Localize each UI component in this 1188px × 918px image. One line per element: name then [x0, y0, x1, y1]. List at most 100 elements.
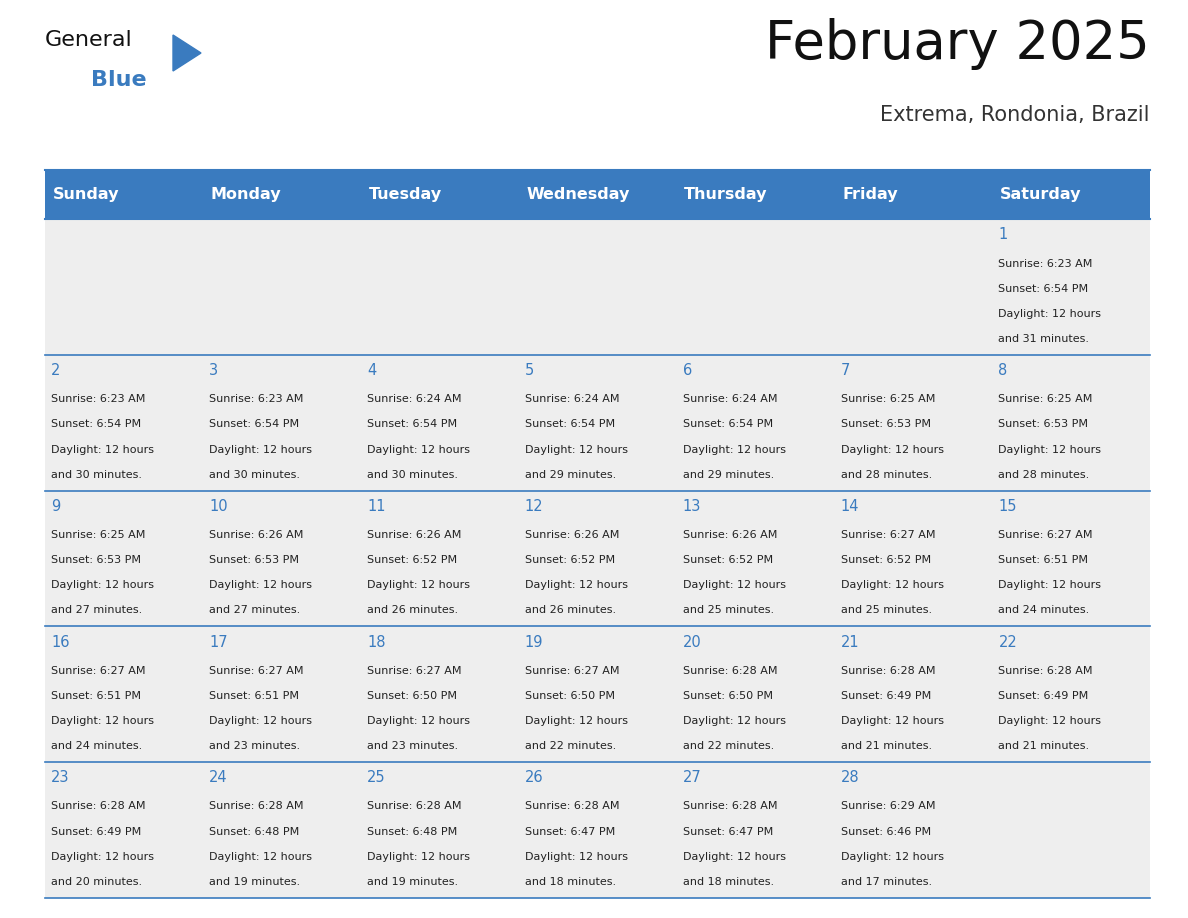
Text: 14: 14 — [841, 498, 859, 514]
Text: Sunrise: 6:28 AM: Sunrise: 6:28 AM — [683, 801, 777, 812]
Text: 2: 2 — [51, 364, 61, 378]
Text: and 26 minutes.: and 26 minutes. — [367, 605, 459, 615]
Bar — [992, 219, 1150, 355]
Text: and 19 minutes.: and 19 minutes. — [367, 877, 459, 887]
Bar — [519, 170, 676, 219]
Text: General: General — [45, 30, 133, 50]
Text: Sunset: 6:54 PM: Sunset: 6:54 PM — [525, 420, 615, 430]
Text: Sunrise: 6:27 AM: Sunrise: 6:27 AM — [841, 530, 935, 540]
Bar — [519, 626, 676, 762]
Bar — [203, 491, 361, 626]
Text: 23: 23 — [51, 770, 70, 785]
Text: Sunset: 6:54 PM: Sunset: 6:54 PM — [367, 420, 457, 430]
Text: Sunset: 6:54 PM: Sunset: 6:54 PM — [209, 420, 299, 430]
Text: and 17 minutes.: and 17 minutes. — [841, 877, 931, 887]
Text: Sunrise: 6:24 AM: Sunrise: 6:24 AM — [683, 395, 777, 404]
Text: and 21 minutes.: and 21 minutes. — [841, 741, 931, 751]
Text: Sunset: 6:53 PM: Sunset: 6:53 PM — [998, 420, 1088, 430]
Text: Sunset: 6:50 PM: Sunset: 6:50 PM — [525, 691, 615, 700]
Text: Sunset: 6:49 PM: Sunset: 6:49 PM — [998, 691, 1088, 700]
Text: Sunrise: 6:26 AM: Sunrise: 6:26 AM — [683, 530, 777, 540]
Bar — [834, 219, 992, 355]
Bar — [45, 491, 203, 626]
Text: Sunset: 6:52 PM: Sunset: 6:52 PM — [683, 555, 773, 565]
Text: and 18 minutes.: and 18 minutes. — [683, 877, 773, 887]
Text: 12: 12 — [525, 498, 544, 514]
Text: 21: 21 — [841, 634, 859, 650]
Bar — [361, 355, 519, 491]
Bar — [834, 762, 992, 898]
Bar — [203, 762, 361, 898]
Text: Daylight: 12 hours: Daylight: 12 hours — [998, 308, 1101, 319]
Text: Daylight: 12 hours: Daylight: 12 hours — [525, 852, 628, 862]
Bar — [834, 355, 992, 491]
Text: and 20 minutes.: and 20 minutes. — [51, 877, 143, 887]
Text: Sunset: 6:49 PM: Sunset: 6:49 PM — [51, 826, 141, 836]
Bar — [676, 626, 834, 762]
Text: Daylight: 12 hours: Daylight: 12 hours — [209, 852, 312, 862]
Text: Daylight: 12 hours: Daylight: 12 hours — [998, 580, 1101, 590]
Text: Sunrise: 6:23 AM: Sunrise: 6:23 AM — [209, 395, 304, 404]
Text: and 22 minutes.: and 22 minutes. — [683, 741, 775, 751]
Text: Daylight: 12 hours: Daylight: 12 hours — [998, 716, 1101, 726]
Text: and 23 minutes.: and 23 minutes. — [367, 741, 459, 751]
Text: Sunrise: 6:26 AM: Sunrise: 6:26 AM — [525, 530, 619, 540]
Text: Sunrise: 6:27 AM: Sunrise: 6:27 AM — [209, 666, 304, 676]
Text: Tuesday: Tuesday — [368, 187, 442, 202]
Text: Daylight: 12 hours: Daylight: 12 hours — [51, 580, 154, 590]
Bar — [992, 626, 1150, 762]
Bar — [676, 219, 834, 355]
Text: Daylight: 12 hours: Daylight: 12 hours — [209, 444, 312, 454]
Text: and 27 minutes.: and 27 minutes. — [51, 605, 143, 615]
Text: 19: 19 — [525, 634, 543, 650]
Bar — [992, 762, 1150, 898]
Bar — [361, 219, 519, 355]
Bar — [519, 355, 676, 491]
Text: Blue: Blue — [91, 70, 146, 90]
Text: Sunrise: 6:25 AM: Sunrise: 6:25 AM — [998, 395, 1093, 404]
Text: and 24 minutes.: and 24 minutes. — [998, 605, 1089, 615]
Text: Daylight: 12 hours: Daylight: 12 hours — [683, 852, 785, 862]
Text: and 30 minutes.: and 30 minutes. — [367, 470, 459, 480]
Text: Daylight: 12 hours: Daylight: 12 hours — [209, 580, 312, 590]
Bar — [992, 491, 1150, 626]
Text: Sunrise: 6:27 AM: Sunrise: 6:27 AM — [51, 666, 146, 676]
Text: Thursday: Thursday — [684, 187, 767, 202]
Text: Sunrise: 6:24 AM: Sunrise: 6:24 AM — [525, 395, 619, 404]
Text: and 30 minutes.: and 30 minutes. — [209, 470, 301, 480]
Text: Daylight: 12 hours: Daylight: 12 hours — [683, 716, 785, 726]
Text: Sunrise: 6:28 AM: Sunrise: 6:28 AM — [51, 801, 146, 812]
Text: Sunset: 6:47 PM: Sunset: 6:47 PM — [683, 826, 773, 836]
Text: 13: 13 — [683, 498, 701, 514]
Text: Sunset: 6:52 PM: Sunset: 6:52 PM — [367, 555, 457, 565]
Text: Sunset: 6:49 PM: Sunset: 6:49 PM — [841, 691, 931, 700]
Text: Sunset: 6:46 PM: Sunset: 6:46 PM — [841, 826, 930, 836]
Text: 9: 9 — [51, 498, 61, 514]
Bar — [203, 170, 361, 219]
Text: Daylight: 12 hours: Daylight: 12 hours — [525, 444, 628, 454]
Text: Extrema, Rondonia, Brazil: Extrema, Rondonia, Brazil — [880, 105, 1150, 125]
Text: Sunrise: 6:26 AM: Sunrise: 6:26 AM — [209, 530, 304, 540]
Text: and 29 minutes.: and 29 minutes. — [525, 470, 617, 480]
Text: Daylight: 12 hours: Daylight: 12 hours — [683, 580, 785, 590]
Text: Daylight: 12 hours: Daylight: 12 hours — [367, 444, 470, 454]
Text: 17: 17 — [209, 634, 228, 650]
Text: Daylight: 12 hours: Daylight: 12 hours — [367, 580, 470, 590]
Text: Sunrise: 6:28 AM: Sunrise: 6:28 AM — [683, 666, 777, 676]
Text: Sunrise: 6:27 AM: Sunrise: 6:27 AM — [525, 666, 619, 676]
Text: 11: 11 — [367, 498, 386, 514]
Text: 8: 8 — [998, 364, 1007, 378]
Text: 15: 15 — [998, 498, 1017, 514]
Text: and 21 minutes.: and 21 minutes. — [998, 741, 1089, 751]
Text: February 2025: February 2025 — [765, 18, 1150, 70]
Bar — [203, 626, 361, 762]
Text: and 25 minutes.: and 25 minutes. — [841, 605, 931, 615]
Bar — [676, 762, 834, 898]
Text: Sunset: 6:54 PM: Sunset: 6:54 PM — [683, 420, 773, 430]
Text: and 28 minutes.: and 28 minutes. — [998, 470, 1089, 480]
Text: Sunset: 6:51 PM: Sunset: 6:51 PM — [51, 691, 141, 700]
Text: Wednesday: Wednesday — [526, 187, 630, 202]
Text: Daylight: 12 hours: Daylight: 12 hours — [841, 444, 943, 454]
Text: Sunrise: 6:25 AM: Sunrise: 6:25 AM — [841, 395, 935, 404]
Text: Saturday: Saturday — [1000, 187, 1081, 202]
